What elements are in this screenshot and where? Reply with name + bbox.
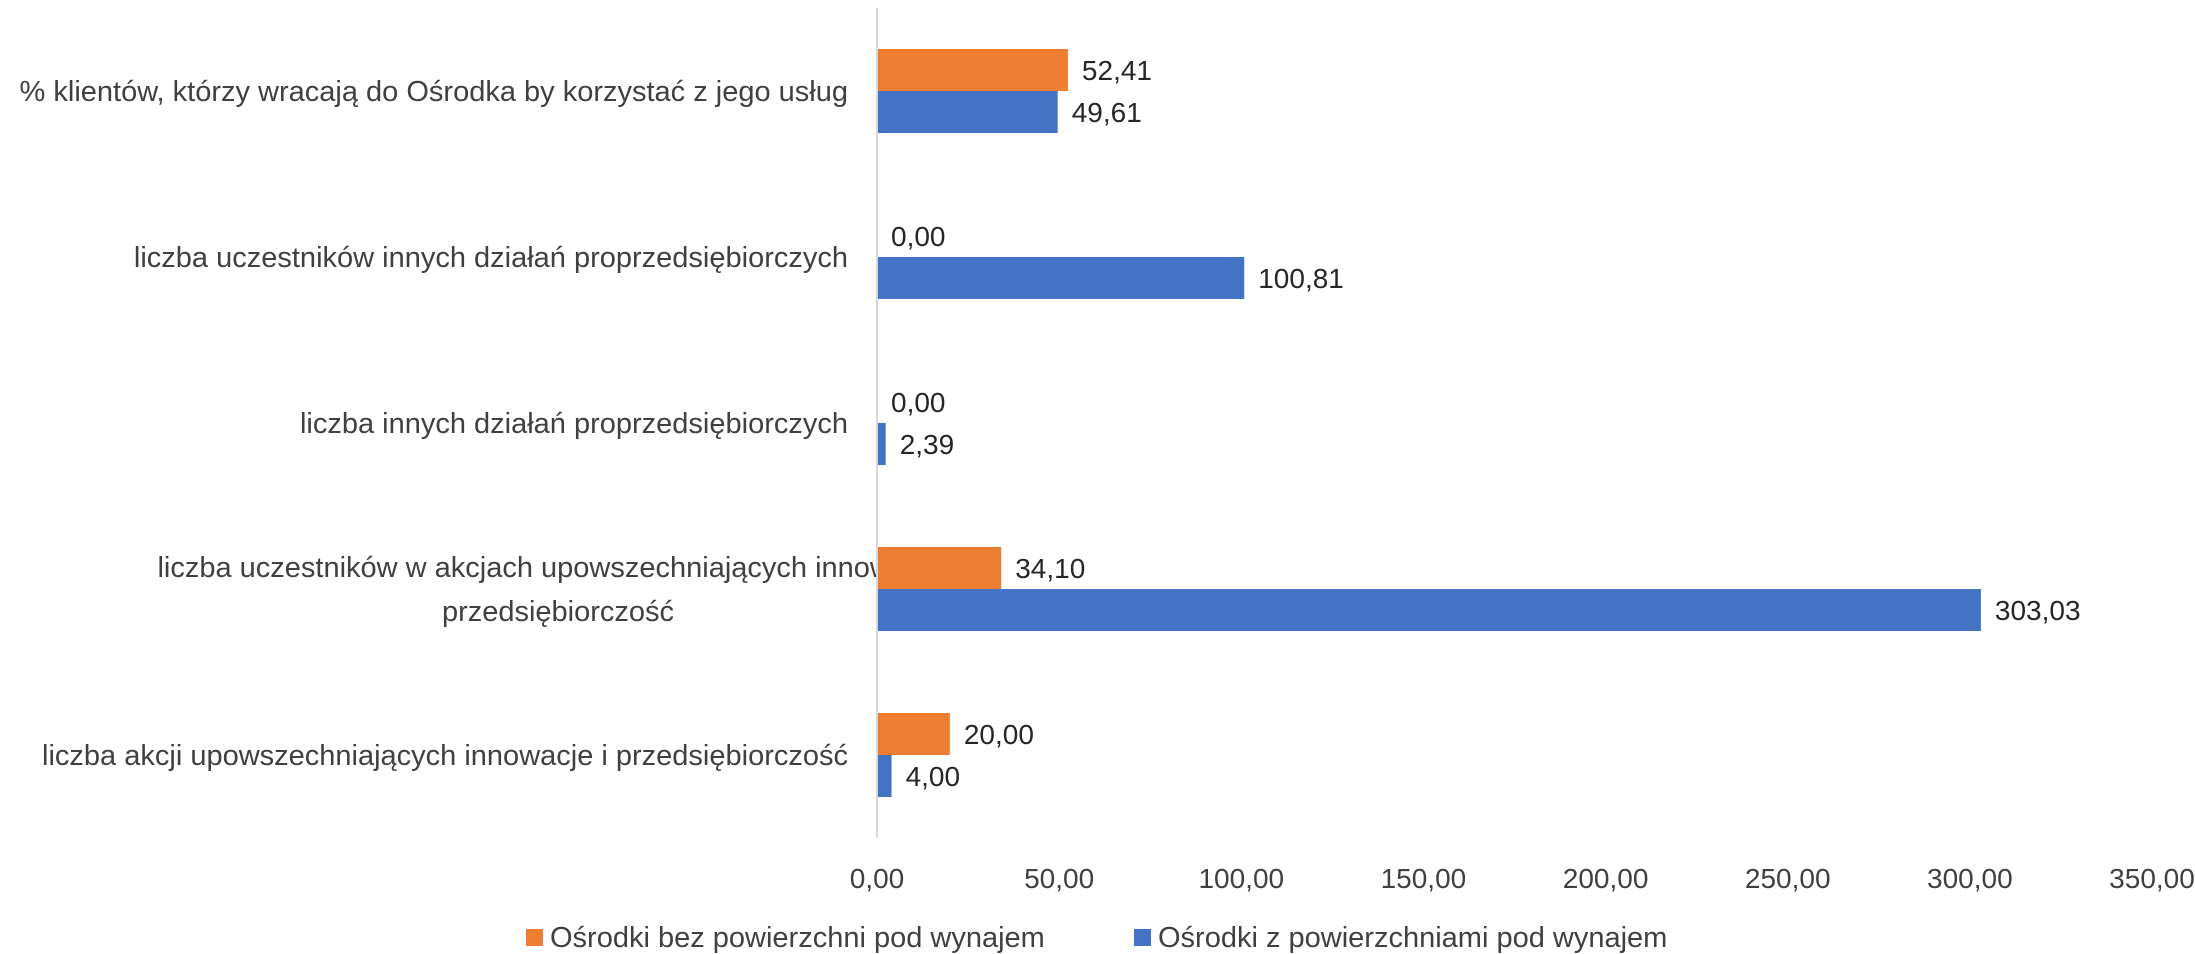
category-label: liczba uczestników w akcjach upowszechni… bbox=[157, 552, 958, 584]
x-tick-label: 250,00 bbox=[1745, 863, 1831, 894]
legend-item: Ośrodki z powierzchniami pod wynajem bbox=[1134, 922, 1667, 954]
category-label: liczba innych działań proprzedsiębiorczy… bbox=[300, 408, 848, 440]
bar-bez-powierzchni bbox=[877, 713, 950, 755]
data-label: 49,61 bbox=[1072, 97, 1142, 128]
legend-swatch bbox=[526, 929, 543, 946]
x-tick-label: 150,00 bbox=[1381, 863, 1467, 894]
data-label: 34,10 bbox=[1015, 553, 1085, 584]
bar-z-powierzchniami bbox=[877, 91, 1058, 133]
bar-bez-powierzchni bbox=[877, 49, 1068, 91]
data-label: 100,81 bbox=[1258, 263, 1344, 294]
legend-label: Ośrodki bez powierzchni pod wynajem bbox=[550, 922, 1045, 954]
bar-z-powierzchniami bbox=[877, 755, 892, 797]
x-tick-label: 350,00 bbox=[2109, 863, 2195, 894]
x-tick-label: 0,00 bbox=[850, 863, 905, 894]
data-label: 52,41 bbox=[1082, 55, 1152, 86]
legend-label: Ośrodki z powierzchniami pod wynajem bbox=[1158, 922, 1667, 954]
x-tick-label: 200,00 bbox=[1563, 863, 1649, 894]
x-tick-label: 100,00 bbox=[1198, 863, 1284, 894]
bars bbox=[877, 49, 1981, 797]
data-label: 0,00 bbox=[891, 387, 946, 418]
category-label: przedsiębiorczość bbox=[442, 596, 674, 628]
data-label: 4,00 bbox=[906, 761, 961, 792]
data-label: 0,00 bbox=[891, 221, 946, 252]
data-label: 20,00 bbox=[964, 719, 1034, 750]
legend-swatch bbox=[1134, 929, 1151, 946]
category-label: liczba akcji upowszechniających innowacj… bbox=[42, 740, 848, 772]
x-tick-label: 50,00 bbox=[1024, 863, 1094, 894]
bar-z-powierzchniami bbox=[877, 257, 1245, 299]
data-label: 303,03 bbox=[1995, 595, 2081, 626]
bar-z-powierzchniami bbox=[877, 589, 1981, 631]
category-labels: % klientów, którzy wracają do Ośrodka by… bbox=[20, 76, 959, 772]
data-label: 2,39 bbox=[900, 429, 955, 460]
legend: Ośrodki bez powierzchni pod wynajem Ośrod… bbox=[526, 922, 1667, 954]
category-label: % klientów, którzy wracają do Ośrodka by… bbox=[20, 76, 848, 108]
bar-z-powierzchniami bbox=[877, 423, 886, 465]
bar-bez-powierzchni bbox=[877, 547, 1002, 589]
legend-item: Ośrodki bez powierzchni pod wynajem bbox=[526, 922, 1045, 954]
data-labels: 52,41 49,61 0,00 100,81 0,00 2,39 34,10 303,03 2… bbox=[891, 55, 2081, 792]
category-label: liczba uczestników innych działań proprz… bbox=[134, 242, 848, 274]
x-axis-tick-labels: 0,00 50,00 100,00 150,00 200,00 250,00 300,00 3… bbox=[850, 863, 2195, 894]
x-tick-label: 300,00 bbox=[1927, 863, 2013, 894]
